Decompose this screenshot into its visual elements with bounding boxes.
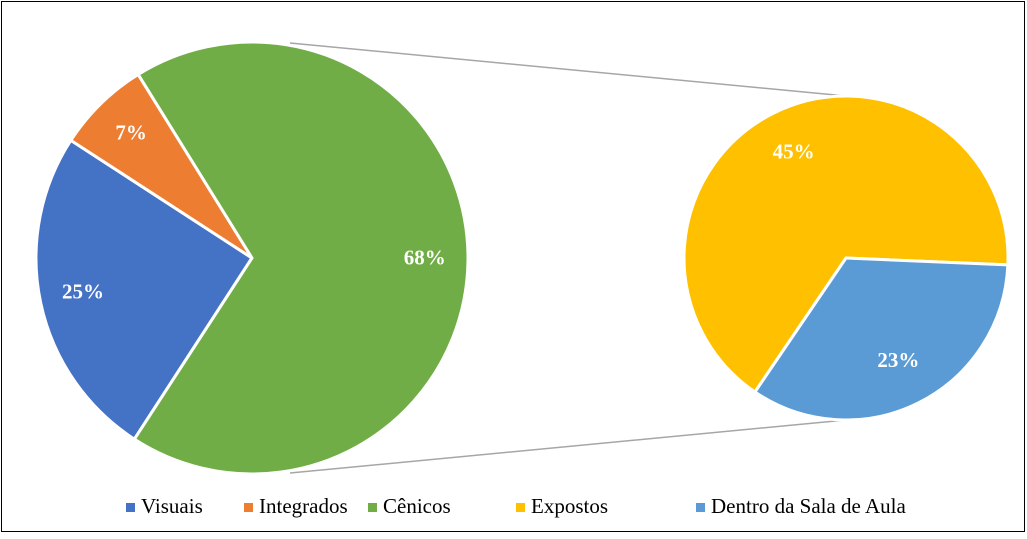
connector-line bbox=[289, 42, 847, 97]
data-label: 68% bbox=[404, 246, 446, 270]
legend-label: Expostos bbox=[531, 494, 608, 518]
data-label: 7% bbox=[115, 120, 147, 144]
data-label: 25% bbox=[62, 280, 104, 304]
pie-slice bbox=[132, 40, 470, 476]
data-label: 45% bbox=[773, 140, 815, 164]
legend-swatch bbox=[244, 503, 253, 512]
legend-swatch bbox=[516, 503, 525, 512]
legend-label: Integrados bbox=[259, 494, 348, 518]
connector-line bbox=[289, 419, 847, 474]
legend-label: Visuais bbox=[141, 494, 203, 518]
data-label: 23% bbox=[877, 348, 919, 372]
pie-slice bbox=[34, 138, 255, 442]
legend-label: Cênicos bbox=[383, 494, 451, 518]
legend-swatch bbox=[696, 503, 705, 512]
legend-label: Dentro da Sala de Aula bbox=[711, 494, 906, 518]
pie-slice bbox=[752, 256, 1010, 422]
legend-swatch bbox=[126, 503, 135, 512]
pie-slice bbox=[682, 94, 1010, 395]
legend-swatch bbox=[368, 503, 377, 512]
